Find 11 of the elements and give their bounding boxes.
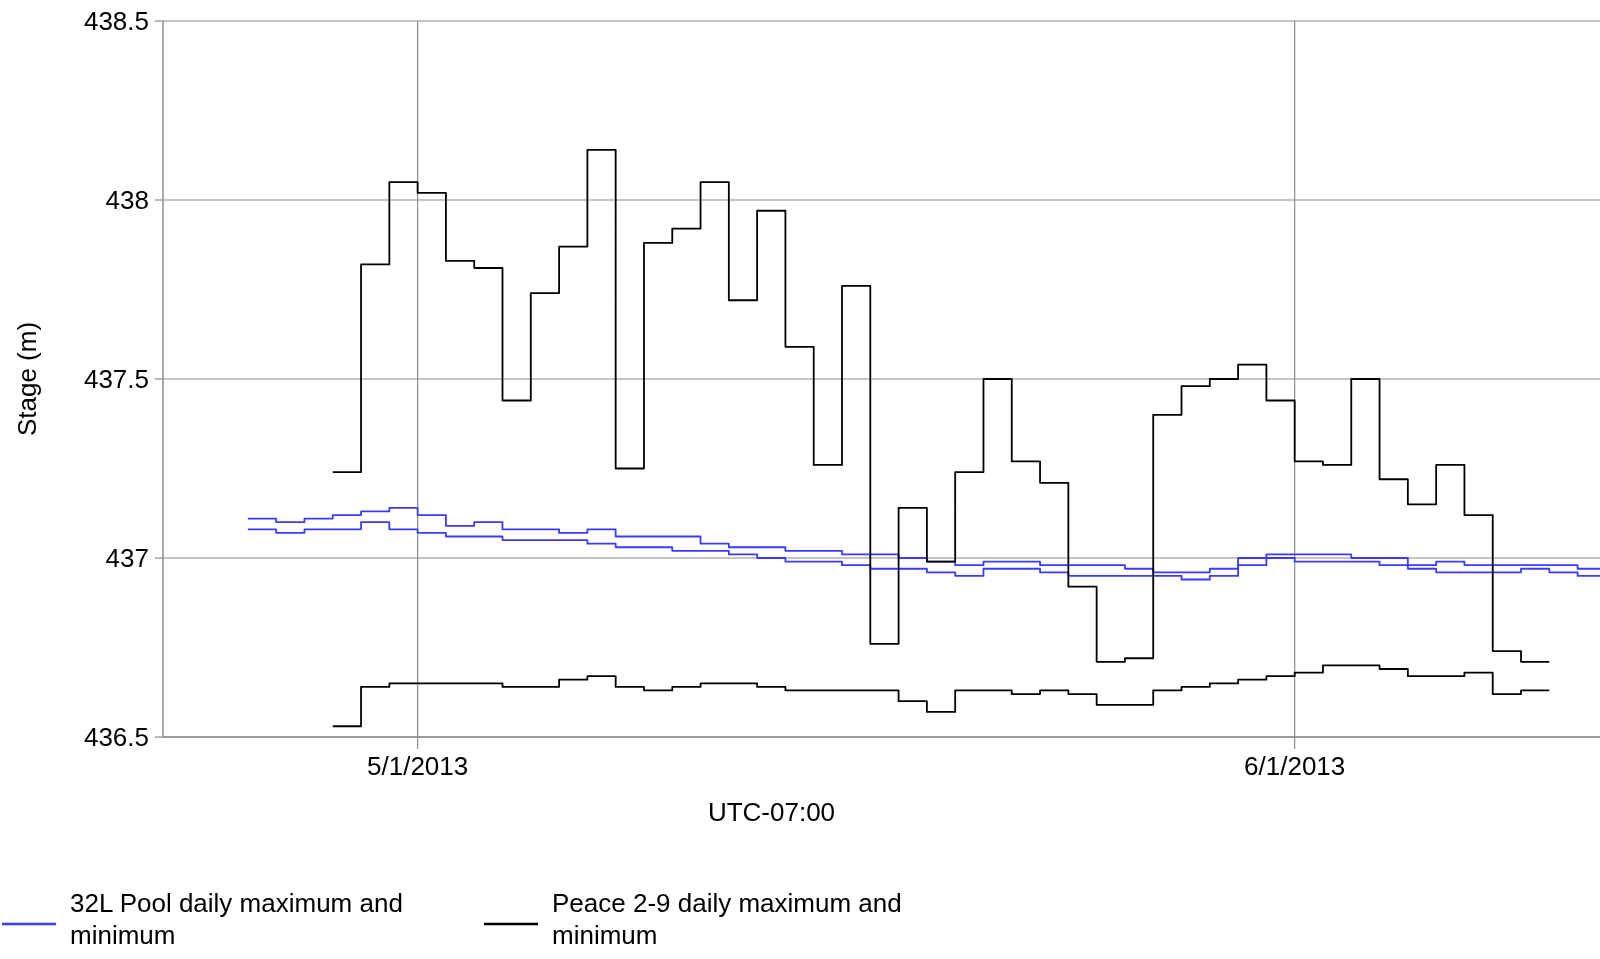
y-tick-label: 437 [105, 543, 149, 574]
y-tick-label: 438 [105, 185, 149, 216]
legend-label: 32L Pool daily maximum and minimum [70, 888, 403, 950]
y-tick-label: 437.5 [83, 364, 149, 395]
y-tick-label: 438.5 [83, 6, 149, 37]
x-tick-label: 6/1/2013 [1244, 751, 1346, 781]
y-axis-title: Stage (m) [12, 321, 42, 437]
x-tick-label: 5/1/2013 [367, 751, 469, 781]
legend-label: Peace 2-9 daily maximum and minimum [552, 888, 902, 950]
x-axis-title: UTC-07:00 [707, 797, 836, 827]
y-tick-label: 436.5 [83, 722, 149, 753]
